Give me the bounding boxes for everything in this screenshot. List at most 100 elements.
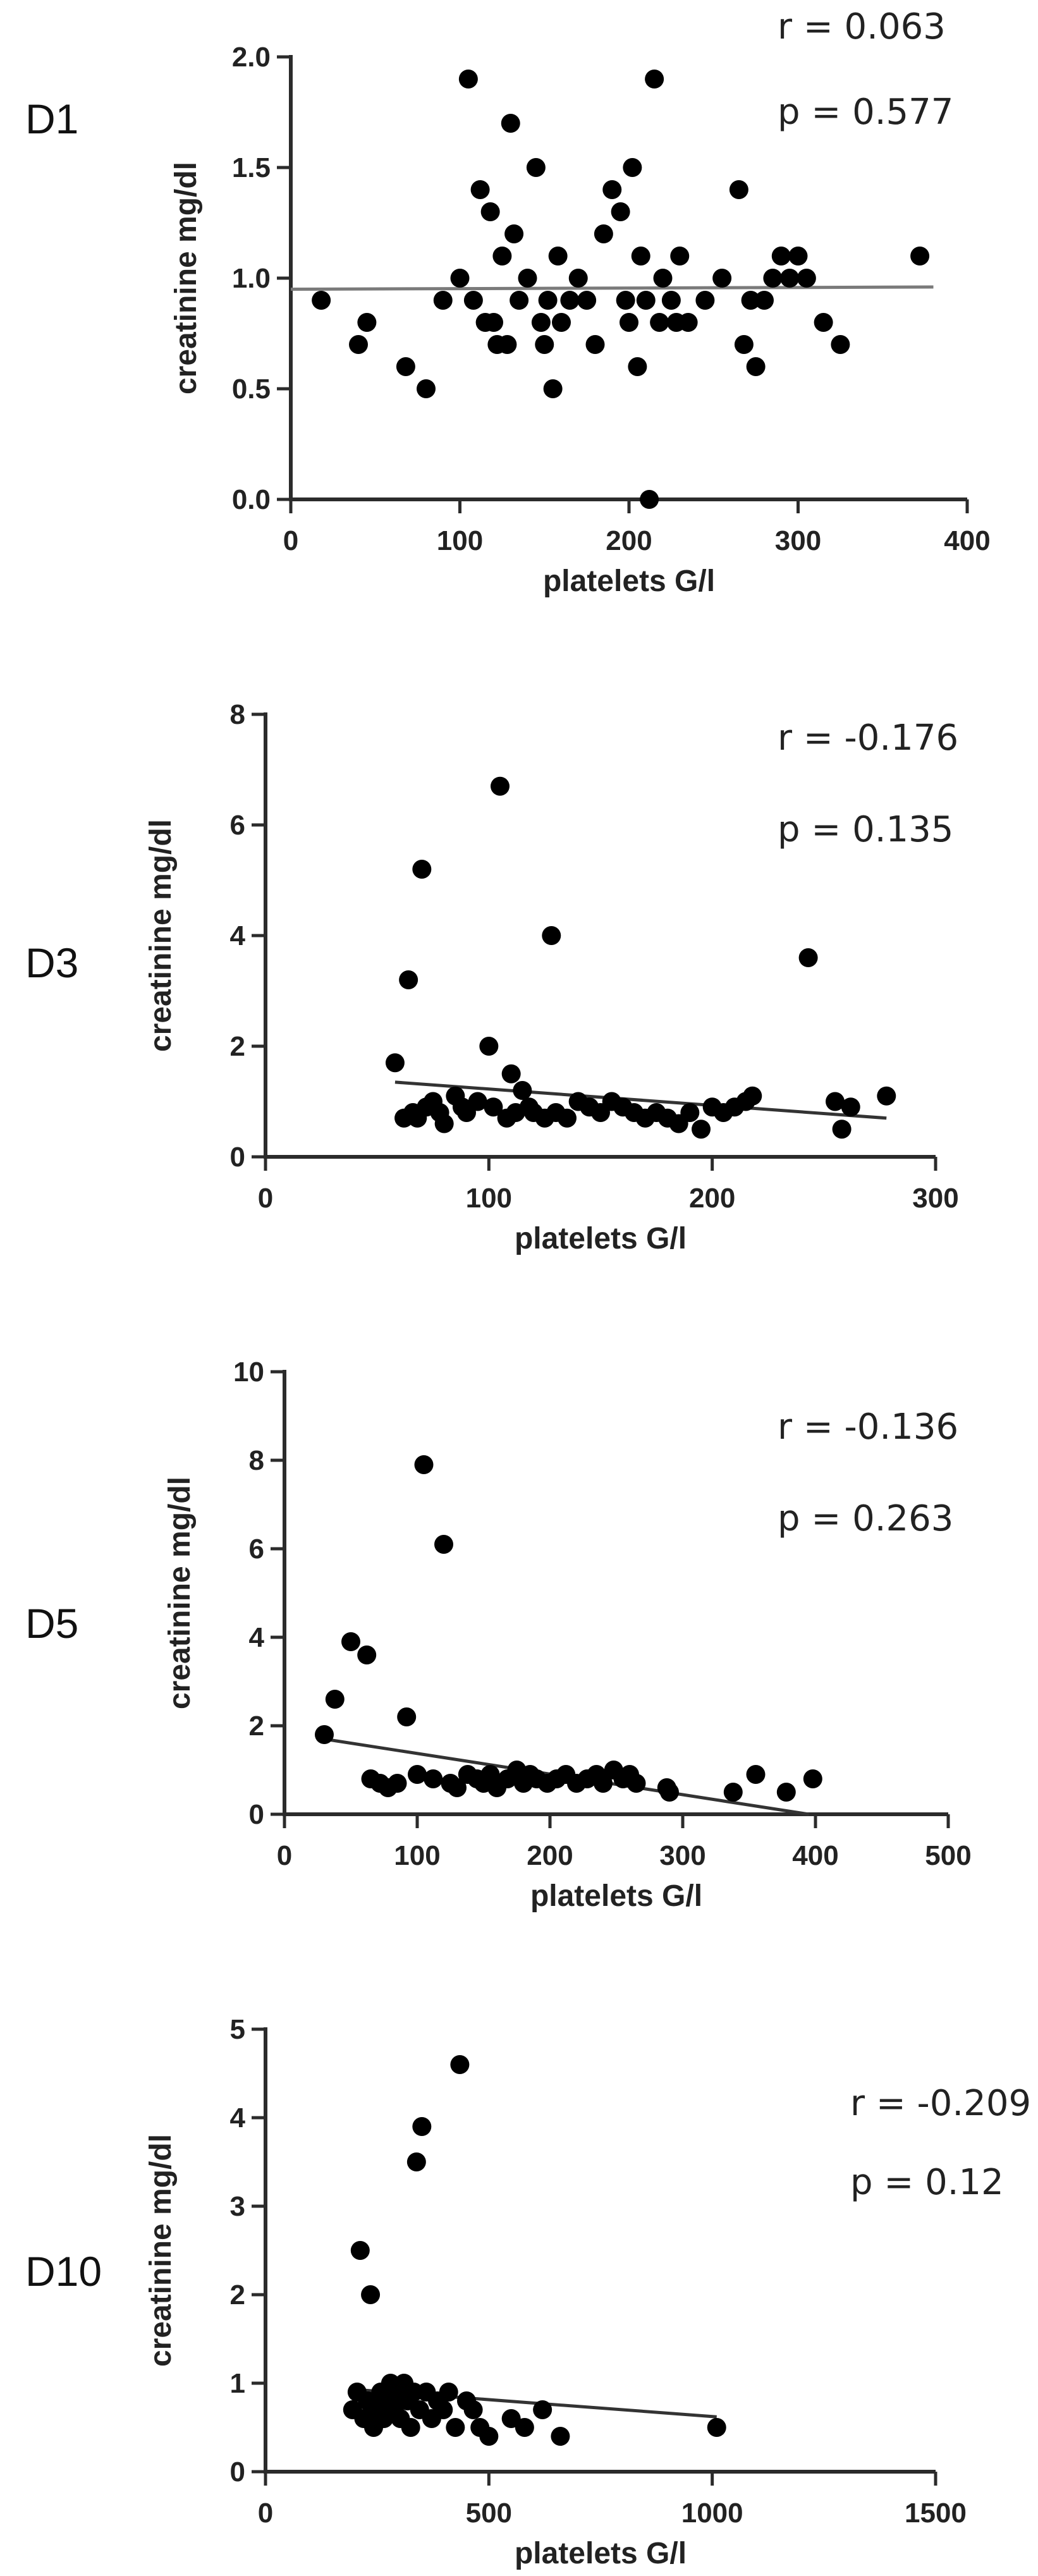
y-tick-label: 3: [230, 2191, 245, 2222]
data-point: [695, 291, 715, 310]
y-tick-label: 8: [249, 1445, 264, 1476]
data-point: [433, 291, 453, 310]
y-axis-title: creatinine mg/dl: [144, 819, 178, 1052]
scatter-plot-d1: 0.0 0.5 1.0 1.5 2.0 0 100 200 300 400 platelets G/…: [169, 42, 991, 598]
data-point: [510, 291, 529, 310]
r-value-text: r = -0.176: [778, 717, 959, 759]
data-point: [484, 1097, 503, 1117]
x-tick-label: 200: [527, 1840, 573, 1871]
data-point: [585, 335, 605, 354]
p-value-text: p = 0.12: [850, 2162, 1004, 2203]
data-point: [831, 335, 850, 354]
x-axis-title: platelets G/l: [543, 565, 715, 598]
data-point: [729, 180, 748, 199]
y-axis-title: creatinine mg/dl: [169, 162, 203, 394]
x-tick-label: 400: [792, 1840, 838, 1871]
data-point: [660, 1783, 679, 1802]
x-tick-label: 0: [258, 1183, 273, 1214]
data-point: [602, 180, 622, 199]
data-point: [470, 180, 490, 199]
data-point: [734, 335, 754, 354]
data-point: [803, 1769, 822, 1788]
y-tick-label: 0: [230, 1142, 245, 1173]
data-point: [788, 247, 808, 266]
data-point: [479, 2427, 499, 2446]
x-tick-label: 1500: [905, 2498, 967, 2529]
data-point: [620, 313, 638, 332]
data-point: [468, 1092, 487, 1111]
y-tick-label: 5: [230, 2014, 245, 2045]
data-point: [357, 313, 377, 332]
data-point: [448, 1778, 467, 1797]
y-tick-label: 2: [230, 1031, 245, 1062]
y-tick-label: 0.5: [232, 374, 271, 405]
data-point: [611, 202, 630, 221]
y-tick-label: 2: [230, 2280, 245, 2310]
data-point: [678, 313, 698, 332]
panel-label: D1: [25, 95, 79, 142]
data-point: [692, 1120, 711, 1139]
data-point: [531, 313, 551, 332]
data-point: [388, 1774, 407, 1793]
data-point: [780, 269, 800, 288]
data-point: [636, 291, 656, 310]
y-tick-label: 1.5: [232, 152, 271, 183]
data-point: [680, 1103, 700, 1122]
data-point: [841, 1097, 860, 1117]
x-tick-label: 500: [925, 1840, 971, 1871]
x-tick-label: 100: [466, 1183, 512, 1214]
x-tick-label: 200: [606, 525, 652, 556]
data-point: [746, 357, 766, 376]
data-point: [533, 2400, 553, 2419]
data-point: [408, 1765, 427, 1784]
data-point: [504, 224, 524, 243]
y-tick-label: 8: [230, 699, 245, 730]
regression-line: [290, 285, 934, 291]
data-point: [498, 335, 517, 354]
data-point: [406, 2152, 426, 2171]
data-point: [491, 776, 510, 796]
r-value-text: r = -0.209: [850, 2083, 1032, 2124]
data-point: [450, 269, 470, 288]
data-point: [594, 224, 613, 243]
x-tick-label: 0: [277, 1840, 292, 1871]
data-point: [458, 70, 478, 89]
data-point: [434, 1114, 454, 1133]
data-point: [484, 313, 503, 332]
data-point: [755, 291, 774, 310]
data-point: [434, 1535, 453, 1554]
x-tick-label: 300: [912, 1183, 958, 1214]
data-point: [397, 1707, 417, 1726]
data-point: [712, 269, 732, 288]
data-point: [746, 1765, 766, 1784]
data-point: [463, 291, 483, 310]
data-point: [776, 1783, 796, 1802]
panel-d3: D3 r = -0.176 p = 0.135 0 2 4 6 8 0 100 200 300 p…: [25, 699, 959, 1255]
data-point: [707, 2418, 726, 2437]
data-point: [538, 291, 558, 310]
data-point: [518, 269, 537, 288]
y-tick-label: 0.0: [232, 484, 271, 515]
x-tick-label: 100: [394, 1840, 440, 1871]
data-point: [568, 269, 588, 288]
data-point: [357, 1645, 377, 1664]
p-value-text: p = 0.263: [778, 1498, 954, 1539]
p-value-text: p = 0.135: [778, 809, 954, 850]
data-point: [385, 1053, 405, 1073]
data-point: [626, 1774, 646, 1793]
data-point: [552, 313, 571, 332]
data-point: [434, 2400, 453, 2419]
p-value-text: p = 0.577: [778, 92, 954, 133]
data-point: [771, 247, 791, 266]
y-tick-label: 1: [230, 2368, 245, 2399]
data-point: [661, 291, 681, 310]
data-point: [577, 291, 597, 310]
data-point: [548, 247, 568, 266]
data-point: [492, 247, 512, 266]
data-point: [350, 2241, 370, 2260]
data-point: [623, 158, 642, 177]
data-point: [877, 1086, 896, 1106]
data-point: [446, 2418, 465, 2437]
data-point: [501, 2409, 521, 2428]
